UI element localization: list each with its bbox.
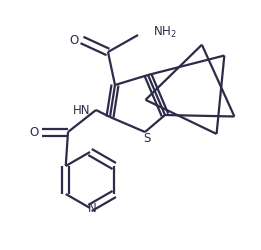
Text: S: S bbox=[143, 132, 151, 144]
Text: O: O bbox=[69, 34, 79, 46]
Text: HN: HN bbox=[73, 104, 91, 117]
Text: N: N bbox=[88, 202, 96, 214]
Text: NH$_2$: NH$_2$ bbox=[153, 24, 177, 40]
Text: O: O bbox=[29, 126, 39, 138]
